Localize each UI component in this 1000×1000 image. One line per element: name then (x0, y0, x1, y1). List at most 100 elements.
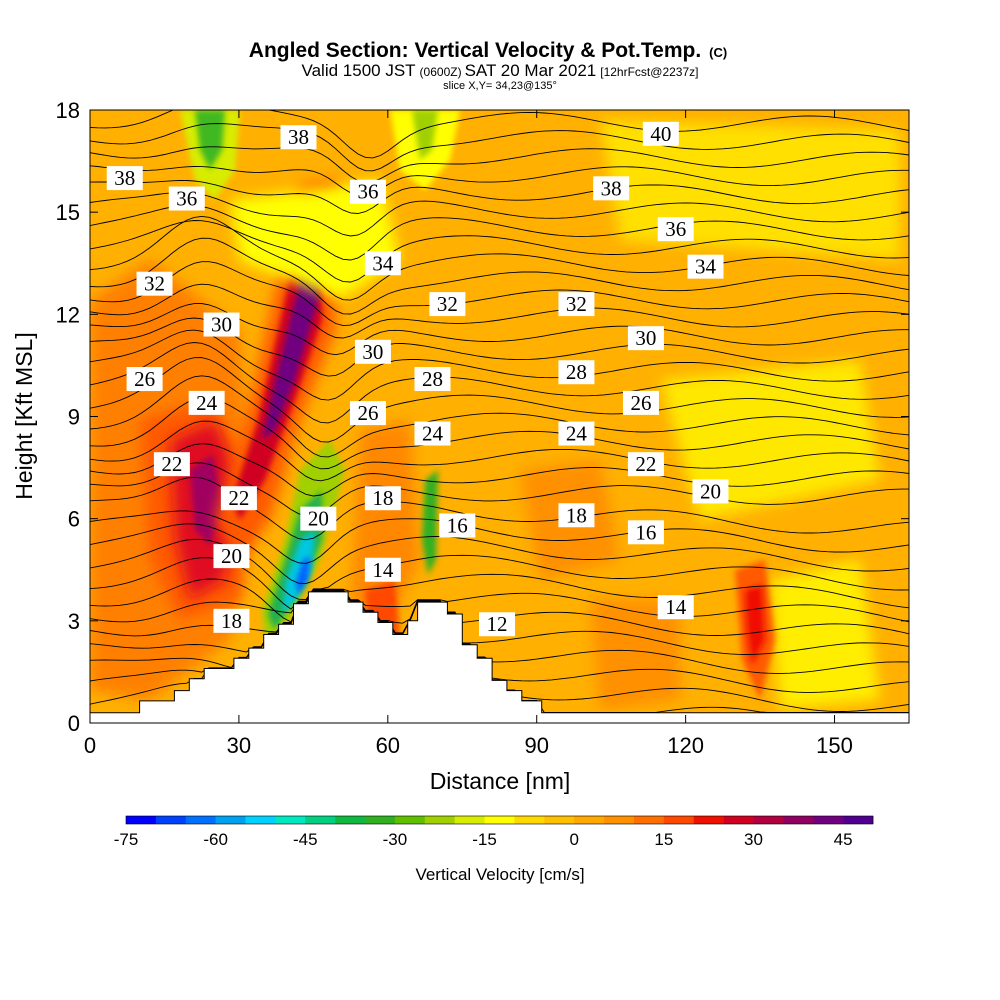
colorbar-swatch (424, 816, 455, 824)
contour-label: 12 (479, 612, 516, 637)
isentrope-line (90, 110, 909, 159)
y-tick-label: 0 (68, 711, 80, 736)
isentrope-line (90, 123, 909, 172)
isentrope-line (90, 180, 909, 214)
colorbar-swatch (305, 816, 336, 824)
isentrope-line (90, 237, 909, 315)
contour-label-text: 32 (566, 292, 587, 316)
contour-label-box (280, 125, 317, 150)
contour-label-text: 38 (288, 125, 309, 149)
contour-label-box (627, 452, 664, 477)
colorbar-tick-label: -60 (203, 830, 228, 849)
contour-label-text: 28 (422, 367, 443, 391)
contour-label-box (364, 486, 401, 511)
contour-label-box (213, 608, 250, 633)
contour-label: 14 (364, 557, 401, 582)
y-tick-label: 6 (68, 507, 80, 532)
colorbar-swatch (365, 816, 396, 824)
contour-label-box (203, 312, 240, 337)
colorbar-swatch (663, 816, 695, 824)
isentrope-line (90, 397, 909, 470)
contour-label-box (136, 271, 173, 296)
contour-label: 28 (558, 360, 595, 385)
isentrope-line (90, 220, 909, 283)
isentrope-line (90, 191, 909, 237)
colorbar-swatch (813, 816, 844, 824)
contour-label: 22 (153, 452, 190, 477)
contour-label-box (439, 513, 476, 538)
contour-label-box (364, 251, 401, 276)
x-tick-label: 120 (667, 733, 704, 758)
contour-label-text: 38 (601, 176, 622, 200)
x-tick-label: 30 (227, 733, 251, 758)
contour-label-text: 32 (437, 292, 458, 316)
downdraft-lee (282, 530, 315, 615)
isentrope-line (90, 590, 909, 674)
velocity-patch (745, 585, 765, 665)
contour-label: 30 (203, 312, 240, 337)
contour-label: 22 (627, 452, 664, 477)
downdraft-patch (412, 110, 438, 160)
contour-label-box (126, 367, 163, 392)
y-tick-label: 12 (56, 302, 80, 327)
contour-label-box (414, 367, 451, 392)
contour-label-text: 18 (221, 609, 242, 633)
downdraft-lee (296, 556, 310, 595)
isentrope-line (90, 165, 909, 196)
colorbar-swatch (514, 816, 545, 824)
x-axis-label: Distance [nm] (430, 768, 571, 794)
contour-label-box (558, 292, 595, 317)
contour-label-box (593, 176, 630, 201)
contour-label-text: 20 (221, 544, 242, 568)
contour-label: 16 (627, 520, 664, 545)
contour-label: 38 (106, 166, 143, 191)
contour-label-box (300, 506, 337, 531)
chart-title: Angled Section: Vertical Velocity & Pot.… (249, 39, 727, 62)
contour-label-text: 18 (566, 503, 587, 527)
contour-label-text: 36 (176, 187, 197, 211)
contour-label-text: 36 (665, 217, 686, 241)
y-tick-label: 18 (56, 98, 80, 123)
contour-label-box (558, 503, 595, 528)
isentrope-line (90, 578, 909, 623)
colorbar-frame (125, 815, 874, 825)
x-tick-label: 150 (816, 733, 853, 758)
contour-label-text: 26 (134, 367, 155, 391)
contour-label-text: 40 (650, 122, 671, 146)
velocity-patch (590, 600, 680, 710)
contour-label: 36 (657, 217, 694, 242)
colorbar-swatch (215, 816, 246, 824)
contour-label-text: 26 (630, 391, 651, 415)
contour-label-text: 18 (372, 486, 393, 510)
downdraft-patch (230, 180, 400, 300)
isentrope-line (90, 590, 909, 693)
x-tick-label: 90 (524, 733, 548, 758)
isentrope-line (90, 590, 909, 712)
isentrope-line (90, 329, 909, 401)
contour-label-box (213, 544, 250, 569)
contour-label-text: 28 (566, 360, 587, 384)
contour-label-text: 22 (635, 452, 656, 476)
isentrope-line (90, 204, 909, 261)
colorbar-label: Vertical Velocity [cm/s] (415, 865, 584, 884)
colorbar-swatch (335, 816, 366, 824)
contour-label-text: 24 (196, 391, 218, 415)
contour-label-box (429, 292, 466, 317)
y-tick-label: 15 (56, 200, 80, 225)
contour-label: 26 (349, 401, 386, 426)
colorbar-tick-label: -75 (114, 830, 139, 849)
isentrope-line (90, 342, 909, 424)
contour-label-box (558, 421, 595, 446)
isentrope-line (90, 303, 909, 356)
downdraft-lee (422, 470, 438, 575)
chart-subtitle: Valid 1500 JST (0600Z) SAT 20 Mar 2021 [12h… (302, 61, 699, 80)
velocity-patch (350, 420, 420, 640)
contour-label: 18 (558, 503, 595, 528)
contour-label-box (622, 390, 659, 415)
contour-label: 20 (213, 544, 250, 569)
isentrope-line (90, 357, 909, 443)
contour-label-text: 36 (357, 180, 378, 204)
contour-label-box (354, 339, 391, 364)
